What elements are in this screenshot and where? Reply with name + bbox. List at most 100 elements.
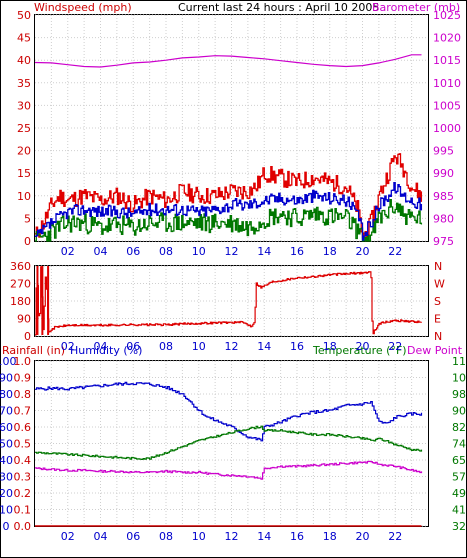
direction-axis-tick-label: 180 bbox=[10, 295, 31, 308]
wind-axis-tick-label: 40 bbox=[17, 54, 31, 67]
dewpoint-line bbox=[35, 460, 423, 480]
hour-tick-label: 08 bbox=[159, 340, 173, 353]
hour-tick-label: 14 bbox=[257, 340, 271, 353]
barometer-series-line bbox=[34, 54, 422, 68]
rainfall-title: Rainfall (in) bbox=[2, 344, 65, 357]
temperature-line bbox=[35, 425, 423, 460]
direction-axis-tick-label: 270 bbox=[10, 278, 31, 291]
humidity-line bbox=[35, 381, 423, 442]
wind-axis-tick-label: 45 bbox=[17, 32, 31, 45]
temperature-axis-tick-label: 57 bbox=[452, 471, 466, 484]
temperature-axis-tick-label: 49 bbox=[452, 487, 466, 500]
rainfall-axis-tick-label: 0.9 bbox=[14, 372, 32, 385]
hour-tick-label: 02 bbox=[61, 245, 75, 258]
humidity-axis-tick-label: 20 bbox=[0, 487, 13, 500]
rainfall-axis-tick-label: 0.4 bbox=[14, 454, 32, 467]
hour-tick-label: 18 bbox=[323, 245, 337, 258]
compass-axis-tick-label: E bbox=[434, 313, 441, 326]
windspeed-title: Windspeed (mph) bbox=[34, 1, 132, 14]
axis-layer: 02 04 06 08 10 12 14 16 18 20 22 02 04 06 08 10 12 14 16 18… bbox=[0, 9, 467, 543]
wind-direction-line bbox=[35, 266, 422, 336]
rainfall-axis-tick-label: 0.1 bbox=[14, 504, 32, 517]
rainfall-axis-tick-label: 0.0 bbox=[14, 520, 32, 533]
wind-axis-tick-label: 50 bbox=[17, 9, 31, 22]
hour-tick-label: 06 bbox=[126, 245, 140, 258]
hour-tick-label: 14 bbox=[257, 245, 271, 258]
barometer-axis-tick-label: 1010 bbox=[433, 77, 461, 90]
dewpoint-title: Dew Point bbox=[407, 344, 463, 357]
barometer-title: Barometer (mb) bbox=[372, 1, 460, 14]
hour-tick-label: 08 bbox=[159, 530, 173, 543]
rainfall-axis-tick-label: 0.5 bbox=[14, 438, 32, 451]
humidity-title: Humidity (%) bbox=[70, 344, 142, 357]
temperature-axis-tick-label: 90 bbox=[452, 405, 466, 418]
chart-date-title: Current last 24 hours : April 10 2005 bbox=[178, 1, 379, 14]
wind-axis-tick-label: 5 bbox=[24, 212, 31, 225]
hour-tick-label: 10 bbox=[192, 530, 206, 543]
hour-tick-label: 08 bbox=[159, 245, 173, 258]
temperature-axis-tick-label: 74 bbox=[452, 438, 466, 451]
hour-tick-label: 06 bbox=[126, 340, 140, 353]
hour-tick-label: 12 bbox=[225, 245, 239, 258]
wind-axis-tick-label: 10 bbox=[17, 190, 31, 203]
barometer-axis-tick-label: 1005 bbox=[433, 99, 461, 112]
humidity-axis-tick-label: 50 bbox=[0, 438, 13, 451]
hour-tick-label: 16 bbox=[290, 530, 304, 543]
rainfall-axis-tick-label: 0.8 bbox=[14, 388, 32, 401]
direction-axis-tick-label: 90 bbox=[17, 313, 31, 326]
hour-tick-label: 04 bbox=[94, 530, 108, 543]
hour-tick-label: 16 bbox=[290, 340, 304, 353]
direction-axis-tick-label: 0 bbox=[24, 330, 31, 343]
humidity-axis-tick-label: 60 bbox=[0, 421, 13, 434]
humidity-axis-tick-label: 80 bbox=[0, 388, 13, 401]
wind-axis-tick-label: 15 bbox=[17, 167, 31, 180]
barometer-axis-tick-label: 975 bbox=[433, 235, 454, 248]
barometer-axis-tick-label: 980 bbox=[433, 212, 454, 225]
temperature-axis-tick-label: 41 bbox=[452, 504, 466, 517]
temperature-axis-tick-label: 115 bbox=[452, 355, 467, 368]
humidity-axis-tick-label: 90 bbox=[0, 372, 13, 385]
wind-series-line bbox=[35, 182, 423, 241]
wind-axis-tick-label: 35 bbox=[17, 77, 31, 90]
barometer-axis-tick-label: 1000 bbox=[433, 122, 461, 135]
barometer-axis-tick-label: 1015 bbox=[433, 54, 461, 67]
rainfall-axis-tick-label: 1.0 bbox=[14, 355, 32, 368]
hour-tick-label: 12 bbox=[225, 530, 239, 543]
hour-tick-label: 22 bbox=[388, 340, 402, 353]
temperature-axis-tick-label: 107 bbox=[452, 372, 467, 385]
hour-tick-label: 20 bbox=[356, 340, 370, 353]
barometer-axis-tick-label: 990 bbox=[433, 167, 454, 180]
series-layer bbox=[34, 54, 423, 527]
rainfall-axis-tick-label: 0.2 bbox=[14, 487, 32, 500]
rainfall-axis-tick-label: 0.6 bbox=[14, 421, 32, 434]
wind-series-line bbox=[35, 198, 423, 242]
wind-axis-tick-label: 25 bbox=[17, 122, 31, 135]
hour-tick-label: 20 bbox=[356, 245, 370, 258]
hour-tick-label: 06 bbox=[126, 530, 140, 543]
humidity-axis-tick-label: 0 bbox=[3, 520, 10, 533]
temperature-axis-tick-label: 98 bbox=[452, 388, 466, 401]
temperature-axis-tick-label: 82 bbox=[452, 421, 466, 434]
barometer-axis-tick-label: 1025 bbox=[433, 9, 461, 22]
hour-tick-label: 16 bbox=[290, 245, 304, 258]
hour-tick-label: 10 bbox=[192, 245, 206, 258]
hour-tick-label: 14 bbox=[257, 530, 271, 543]
hour-tick-label: 22 bbox=[388, 245, 402, 258]
hour-tick-label: 02 bbox=[61, 530, 75, 543]
humidity-axis-tick-label: 70 bbox=[0, 405, 13, 418]
humidity-axis-tick-label: 10 bbox=[0, 504, 13, 517]
humidity-axis-tick-label: 40 bbox=[0, 454, 13, 467]
barometer-axis-tick-label: 1020 bbox=[433, 32, 461, 45]
hour-tick-label: 12 bbox=[225, 340, 239, 353]
direction-axis-tick-label: 360 bbox=[10, 260, 31, 273]
hour-tick-label: 10 bbox=[192, 340, 206, 353]
compass-axis-tick-label: N bbox=[434, 330, 442, 343]
temperature-axis-tick-label: 32 bbox=[452, 520, 466, 533]
wind-axis-tick-label: 0 bbox=[24, 235, 31, 248]
humidity-axis-tick-label: 30 bbox=[0, 471, 13, 484]
temperature-title: Temperature (°F) bbox=[312, 344, 407, 357]
wind-series-line bbox=[35, 153, 423, 241]
